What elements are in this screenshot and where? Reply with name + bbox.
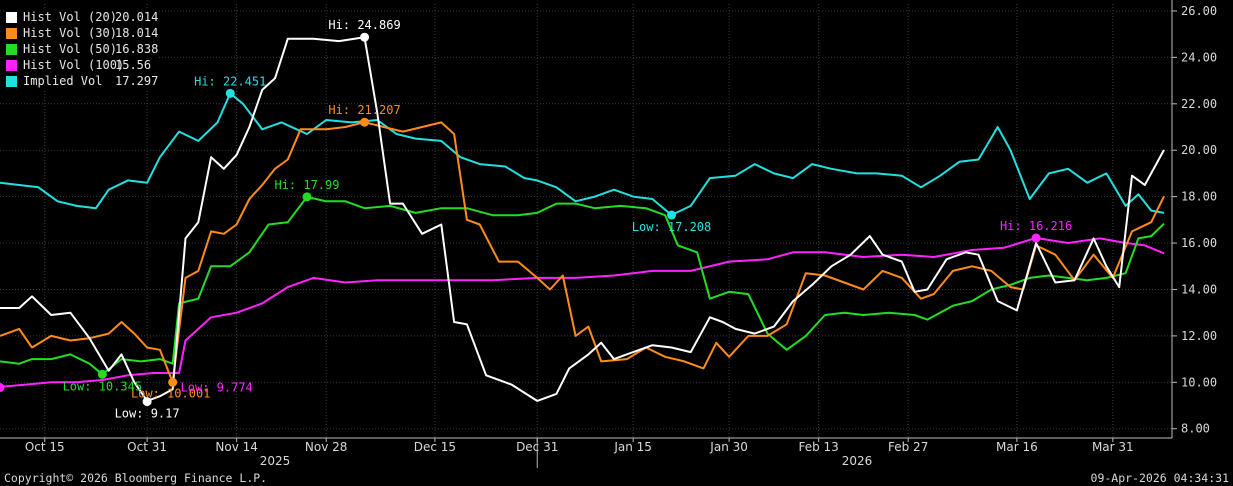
extreme-marker	[667, 210, 677, 220]
legend-series-value: 20.014	[115, 10, 159, 24]
legend-entry: Implied Vol 17.297	[6, 73, 158, 89]
chart-legend: Hist Vol (20) 20.014 Hist Vol (30) 18.014 Hi…	[6, 9, 159, 89]
x-tick-label: Nov 14	[215, 440, 258, 454]
x-tick-label: Mar 16	[996, 440, 1038, 454]
legend-series-name: Hist Vol (50)	[23, 42, 117, 56]
extreme-marker	[1031, 233, 1041, 243]
extreme-marker	[360, 117, 370, 127]
y-tick-label: 14.00	[1181, 282, 1217, 296]
extreme-label: Hi: 21.207	[328, 103, 400, 117]
extreme-label: Low: 9.17	[115, 407, 180, 421]
series-line-implied-vol	[0, 92, 1165, 216]
extreme-marker	[142, 397, 152, 407]
x-tick-label: Feb 27	[888, 440, 928, 454]
y-tick-label: 26.00	[1181, 4, 1217, 18]
legend-swatch	[6, 11, 17, 23]
extreme-marker	[97, 369, 107, 379]
x-tick-label: Feb 13	[798, 440, 838, 454]
legend-swatch	[6, 27, 17, 39]
x-tick-label: Oct 15	[25, 440, 65, 454]
legend-series-name: Hist Vol (20)	[23, 10, 117, 24]
extreme-marker	[302, 192, 312, 202]
legend-series-name: Implied Vol	[23, 74, 103, 88]
legend-swatch	[6, 59, 17, 71]
extreme-label: Low: 17.208	[632, 220, 711, 234]
extreme-label: Hi: 24.869	[328, 18, 400, 32]
y-tick-label: 24.00	[1181, 50, 1217, 64]
legend-entry: Hist Vol (20) 20.014	[6, 9, 158, 25]
extreme-marker	[360, 32, 370, 42]
extreme-marker	[225, 88, 235, 98]
year-label: 2026	[842, 454, 873, 468]
legend-entry: Hist Vol (30) 18.014	[6, 25, 158, 41]
extreme-marker	[168, 377, 178, 387]
legend-swatch	[6, 43, 17, 55]
extreme-label: Hi: 16.216	[1000, 219, 1072, 233]
y-tick-label: 16.00	[1181, 236, 1217, 250]
extreme-label: Low: 10.001	[131, 386, 210, 400]
extreme-marker	[0, 383, 5, 393]
x-tick-label: Mar 31	[1092, 440, 1134, 454]
y-tick-label: 22.00	[1181, 97, 1217, 111]
extreme-label: Hi: 22.451	[194, 74, 266, 88]
y-tick-label: 12.00	[1181, 329, 1217, 343]
extreme-label: Low: 9.774	[181, 381, 253, 395]
legend-series-value: 18.014	[115, 26, 159, 40]
copyright-text: Copyright© 2026 Bloomberg Finance L.P.	[4, 471, 268, 485]
series-line-hist-vol-30-	[0, 121, 1165, 384]
legend-series-name: Hist Vol (30)	[23, 26, 117, 40]
x-tick-label: Nov 28	[305, 440, 348, 454]
series-line-hist-vol-20-	[0, 36, 1165, 402]
legend-series-value: 16.838	[115, 42, 159, 56]
y-tick-label: 18.00	[1181, 190, 1217, 204]
x-tick-label: Jan 30	[709, 440, 748, 454]
x-tick-label: Dec 15	[414, 440, 456, 454]
x-tick-label: Jan 15	[613, 440, 652, 454]
legend-entry: Hist Vol (100) 15.56	[6, 57, 158, 73]
x-tick-label: Oct 31	[127, 440, 167, 454]
extreme-label: Hi: 17.99	[274, 178, 339, 192]
y-tick-label: 10.00	[1181, 375, 1217, 389]
series-line-hist-vol-50-	[0, 195, 1165, 376]
legend-series-name: Hist Vol (100)	[23, 58, 125, 72]
legend-series-value: 17.297	[115, 74, 159, 88]
y-tick-label: 20.00	[1181, 143, 1217, 157]
legend-swatch	[6, 75, 17, 87]
extreme-label: Low: 10.345	[63, 379, 142, 393]
year-label: 2025	[260, 454, 291, 468]
legend-series-value: 15.56	[115, 58, 152, 72]
legend-entry: Hist Vol (50) 16.838	[6, 41, 158, 57]
timestamp-text: 09-Apr-2026 04:34:31	[1090, 471, 1229, 485]
y-tick-label: 8.00	[1181, 422, 1210, 436]
